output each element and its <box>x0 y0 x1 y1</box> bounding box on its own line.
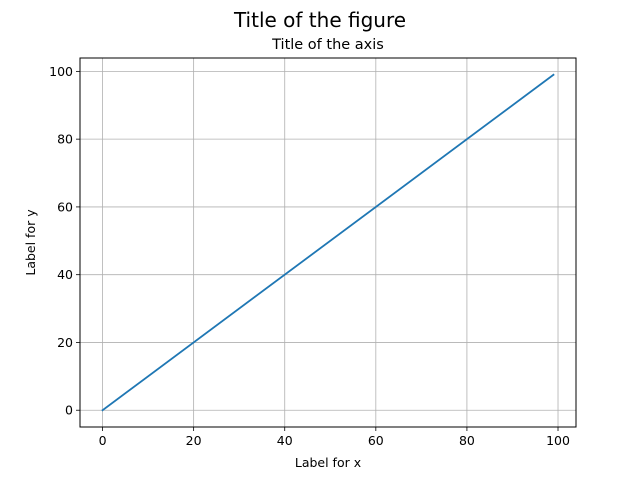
ticks: 0 20 40 60 80 100 0 20 40 60 80 100 <box>49 64 570 448</box>
series-layer <box>101 73 555 412</box>
figure-title: Title of the figure <box>233 8 406 32</box>
x-tick-label: 0 <box>99 433 107 448</box>
x-tick-label: 40 <box>277 433 293 448</box>
x-tick-label: 20 <box>186 433 202 448</box>
grid <box>80 58 576 427</box>
x-axis-label: Label for x <box>295 455 361 470</box>
axis-title: Title of the axis <box>271 37 384 53</box>
y-axis-label: Label for y <box>23 209 38 276</box>
y-tick-label: 60 <box>57 199 73 214</box>
x-tick-label: 60 <box>368 433 384 448</box>
y-tick-label: 40 <box>57 267 73 282</box>
x-tick-label: 100 <box>546 433 570 448</box>
x-tick-label: 80 <box>459 433 475 448</box>
y-tick-label: 80 <box>57 132 73 147</box>
y-tick-label: 0 <box>65 403 73 418</box>
y-tick-label: 20 <box>57 335 73 350</box>
series-line <box>101 73 555 412</box>
y-tick-label: 100 <box>49 64 73 79</box>
plot-frame <box>79 57 577 428</box>
